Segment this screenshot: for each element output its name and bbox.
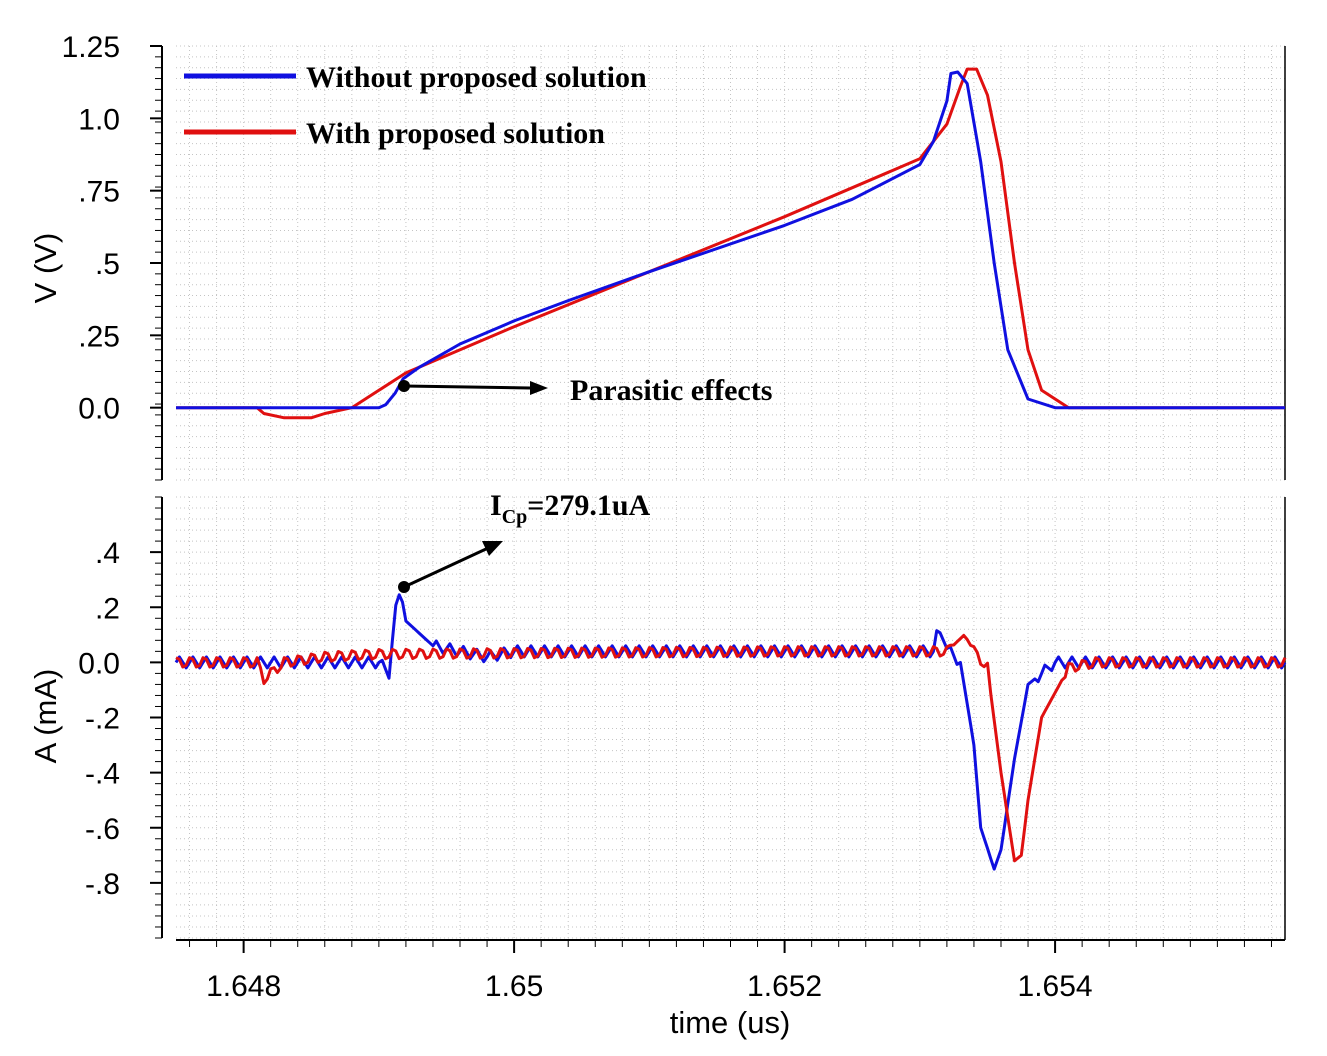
voltage-y-ticks [150,45,162,481]
icp-label: ICp=279.1uA [490,489,651,528]
y-tick-label: -.8 [85,868,120,901]
y-tick-label: 1.25 [62,31,120,64]
icp-annotation: ICp=279.1uA [398,489,651,593]
y-tick-label: .2 [95,592,120,625]
voltage-y-axis-label: V (V) [28,233,63,304]
current-grid [176,496,1285,939]
y-tick-label: .5 [95,248,120,281]
current-y-tick-labels: .4 .2 0.0 -.2 -.4 -.6 -.8 [78,537,120,901]
legend: Without proposed solution With proposed … [184,61,647,150]
y-tick-label: .25 [78,320,120,353]
y-tick-label: -.2 [85,703,120,736]
parasitic-annotation: Parasitic effects [398,374,772,407]
time-x-axis-label: time (us) [670,1005,791,1040]
time-x-ticks [189,940,1272,953]
current-series [174,593,1287,871]
x-tick-label: 1.648 [206,970,281,1003]
y-tick-label: 1.0 [78,103,120,136]
y-tick-label: 0.0 [78,393,120,426]
icp-label-main: I [490,489,502,522]
icp-label-value: =279.1uA [527,489,650,522]
parasitic-label: Parasitic effects [570,374,772,407]
current-y-ticks [150,496,162,939]
y-tick-label: 0.0 [78,647,120,680]
time-x-tick-labels: 1.648 1.65 1.652 1.654 [206,970,1093,1003]
voltage-panel: 1.25 1.0 .75 .5 .25 0.0 V (V) Without propose… [28,31,1286,481]
icp-label-subscript: Cp [502,506,528,528]
current-panel: .4.20.0-.2-.4-.6-.8 1.648 1.65 1.652 1.654 … [28,489,1287,1040]
parasitic-arrow [403,384,531,390]
y-tick-label: -.6 [85,813,120,846]
y-tick-label: -.4 [85,758,120,791]
y-tick-label: .4 [95,537,120,570]
legend-label-with: With proposed solution [306,117,605,150]
current-y-axis-label: A (mA) [28,669,63,764]
voltage-y-tick-labels: 1.25 1.0 .75 .5 .25 0.0 [62,31,120,426]
voltage-with-solution-line [176,67,1285,420]
legend-label-without: Without proposed solution [306,61,647,94]
voltage-grid [176,45,1285,481]
x-tick-label: 1.654 [1018,970,1093,1003]
icp-arrowhead [482,541,503,556]
icp-arrow [403,547,487,589]
x-tick-label: 1.65 [485,970,543,1003]
y-tick-label: .75 [78,176,120,209]
current-with-solution-line [175,633,1287,863]
x-tick-label: 1.652 [747,970,822,1003]
parasitic-arrowhead [530,381,548,395]
